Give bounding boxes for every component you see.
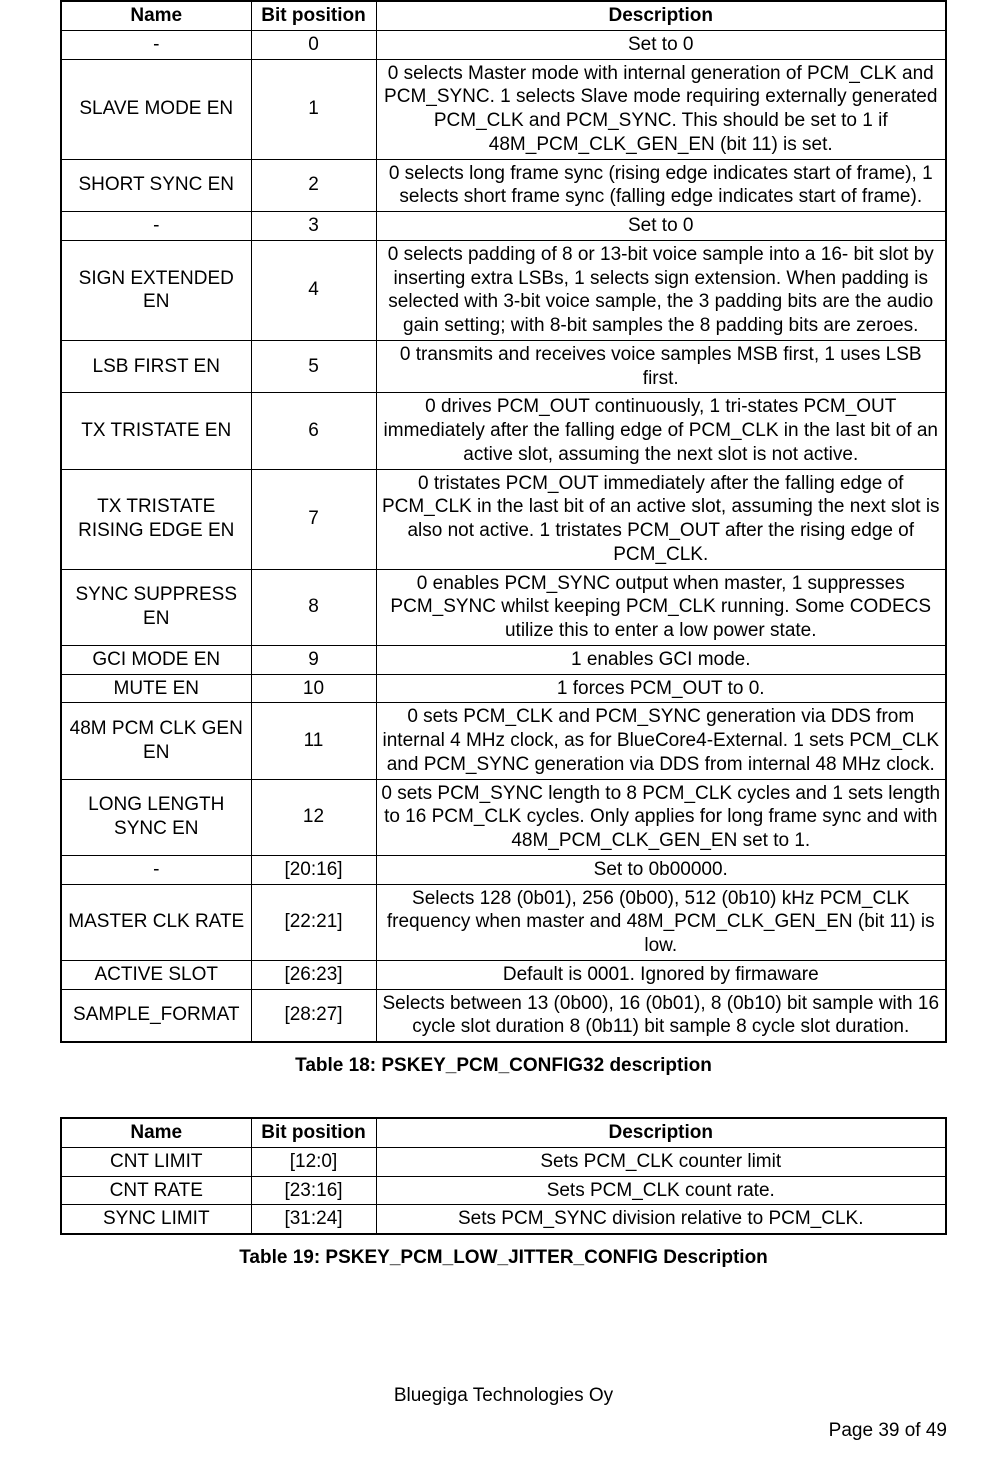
cell-name: SIGN EXTENDED EN (61, 240, 251, 340)
cell-desc: 0 drives PCM_OUT continuously, 1 tri-sta… (376, 393, 946, 469)
cell-bit: 0 (251, 30, 376, 59)
cell-desc: Set to 0b00000. (376, 855, 946, 884)
cell-desc: Selects 128 (0b01), 256 (0b00), 512 (0b1… (376, 884, 946, 960)
cell-name: CNT RATE (61, 1176, 251, 1205)
cell-desc: 0 sets PCM_CLK and PCM_SYNC generation v… (376, 703, 946, 779)
cell-name: MUTE EN (61, 674, 251, 703)
table-row: SYNC LIMIT[31:24]Sets PCM_SYNC division … (61, 1205, 946, 1234)
table-row: SHORT SYNC EN20 selects long frame sync … (61, 159, 946, 212)
table-row: -0Set to 0 (61, 30, 946, 59)
cell-bit: 1 (251, 59, 376, 159)
table-row: -[20:16]Set to 0b00000. (61, 855, 946, 884)
table-low-jitter-config: Name Bit position Description CNT LIMIT[… (60, 1117, 947, 1235)
cell-name: LSB FIRST EN (61, 340, 251, 393)
table-pcm-config32: Name Bit position Description -0Set to 0… (60, 0, 947, 1043)
header-bit: Bit position (251, 1, 376, 30)
cell-name: TX TRISTATE EN (61, 393, 251, 469)
table-row: MASTER CLK RATE[22:21]Selects 128 (0b01)… (61, 884, 946, 960)
cell-bit: 2 (251, 159, 376, 212)
cell-name: SHORT SYNC EN (61, 159, 251, 212)
cell-name: LONG LENGTH SYNC EN (61, 779, 251, 855)
cell-desc: 0 selects padding of 8 or 13-bit voice s… (376, 240, 946, 340)
header-name: Name (61, 1, 251, 30)
table-row: SLAVE MODE EN10 selects Master mode with… (61, 59, 946, 159)
cell-bit: 12 (251, 779, 376, 855)
cell-name: TX TRISTATE RISING EDGE EN (61, 469, 251, 569)
cell-desc: Sets PCM_CLK counter limit (376, 1147, 946, 1176)
cell-desc: 0 tristates PCM_OUT immediately after th… (376, 469, 946, 569)
cell-desc: 0 transmits and receives voice samples M… (376, 340, 946, 393)
header-desc: Description (376, 1118, 946, 1147)
header-desc: Description (376, 1, 946, 30)
cell-desc: Set to 0 (376, 212, 946, 241)
cell-name: CNT LIMIT (61, 1147, 251, 1176)
cell-bit: 5 (251, 340, 376, 393)
table-row: TX TRISTATE EN60 drives PCM_OUT continuo… (61, 393, 946, 469)
table-header: Name Bit position Description (61, 1, 946, 30)
header-name: Name (61, 1118, 251, 1147)
cell-bit: [22:21] (251, 884, 376, 960)
cell-bit: 11 (251, 703, 376, 779)
table-row: CNT LIMIT[12:0]Sets PCM_CLK counter limi… (61, 1147, 946, 1176)
cell-name: - (61, 855, 251, 884)
table-row: SYNC SUPPRESS EN80 enables PCM_SYNC outp… (61, 569, 946, 645)
cell-name: - (61, 30, 251, 59)
cell-name: MASTER CLK RATE (61, 884, 251, 960)
table-row: SIGN EXTENDED EN40 selects padding of 8 … (61, 240, 946, 340)
cell-bit: [26:23] (251, 960, 376, 989)
cell-desc: 1 forces PCM_OUT to 0. (376, 674, 946, 703)
cell-name: SYNC LIMIT (61, 1205, 251, 1234)
cell-desc: Default is 0001. Ignored by firmaware (376, 960, 946, 989)
cell-desc: 0 enables PCM_SYNC output when master, 1… (376, 569, 946, 645)
table-row: TX TRISTATE RISING EDGE EN70 tristates P… (61, 469, 946, 569)
cell-name: GCI MODE EN (61, 645, 251, 674)
table-row: CNT RATE[23:16]Sets PCM_CLK count rate. (61, 1176, 946, 1205)
cell-desc: Selects between 13 (0b00), 16 (0b01), 8 … (376, 989, 946, 1042)
cell-bit: [12:0] (251, 1147, 376, 1176)
cell-bit: 6 (251, 393, 376, 469)
table-caption-18: Table 18: PSKEY_PCM_CONFIG32 description (60, 1055, 947, 1077)
cell-bit: 9 (251, 645, 376, 674)
cell-name: SLAVE MODE EN (61, 59, 251, 159)
cell-desc: 1 enables GCI mode. (376, 645, 946, 674)
cell-desc: 0 sets PCM_SYNC length to 8 PCM_CLK cycl… (376, 779, 946, 855)
cell-bit: [28:27] (251, 989, 376, 1042)
footer-page: Page 39 of 49 (829, 1420, 947, 1442)
header-bit: Bit position (251, 1118, 376, 1147)
cell-bit: 7 (251, 469, 376, 569)
cell-name: - (61, 212, 251, 241)
cell-name: ACTIVE SLOT (61, 960, 251, 989)
cell-bit: [20:16] (251, 855, 376, 884)
cell-name: SAMPLE_FORMAT (61, 989, 251, 1042)
cell-bit: 8 (251, 569, 376, 645)
cell-name: 48M PCM CLK GEN EN (61, 703, 251, 779)
footer-company: Bluegiga Technologies Oy (0, 1385, 1007, 1407)
cell-desc: 0 selects Master mode with internal gene… (376, 59, 946, 159)
cell-bit: [23:16] (251, 1176, 376, 1205)
cell-name: SYNC SUPPRESS EN (61, 569, 251, 645)
cell-desc: Sets PCM_CLK count rate. (376, 1176, 946, 1205)
cell-desc: Set to 0 (376, 30, 946, 59)
table-row: 48M PCM CLK GEN EN110 sets PCM_CLK and P… (61, 703, 946, 779)
cell-bit: 3 (251, 212, 376, 241)
cell-bit: [31:24] (251, 1205, 376, 1234)
table-row: LONG LENGTH SYNC EN120 sets PCM_SYNC len… (61, 779, 946, 855)
table-caption-19: Table 19: PSKEY_PCM_LOW_JITTER_CONFIG De… (60, 1247, 947, 1269)
cell-desc: Sets PCM_SYNC division relative to PCM_C… (376, 1205, 946, 1234)
table-row: GCI MODE EN91 enables GCI mode. (61, 645, 946, 674)
cell-bit: 10 (251, 674, 376, 703)
table-row: -3Set to 0 (61, 212, 946, 241)
cell-bit: 4 (251, 240, 376, 340)
table-row: SAMPLE_FORMAT[28:27]Selects between 13 (… (61, 989, 946, 1042)
table-row: MUTE EN101 forces PCM_OUT to 0. (61, 674, 946, 703)
table-row: ACTIVE SLOT[26:23]Default is 0001. Ignor… (61, 960, 946, 989)
table-row: LSB FIRST EN50 transmits and receives vo… (61, 340, 946, 393)
cell-desc: 0 selects long frame sync (rising edge i… (376, 159, 946, 212)
table-header: Name Bit position Description (61, 1118, 946, 1147)
